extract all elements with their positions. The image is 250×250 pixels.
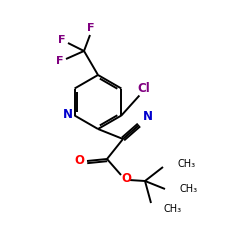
Text: O: O xyxy=(74,154,84,168)
Text: CH₃: CH₃ xyxy=(163,204,181,214)
Text: Cl: Cl xyxy=(137,82,150,95)
Text: F: F xyxy=(87,23,95,33)
Text: N: N xyxy=(62,108,72,121)
Text: F: F xyxy=(56,56,64,66)
Text: CH₃: CH₃ xyxy=(179,184,197,194)
Text: CH₃: CH₃ xyxy=(177,159,195,169)
Text: F: F xyxy=(58,35,66,45)
Text: N: N xyxy=(143,110,153,124)
Text: O: O xyxy=(121,172,131,186)
